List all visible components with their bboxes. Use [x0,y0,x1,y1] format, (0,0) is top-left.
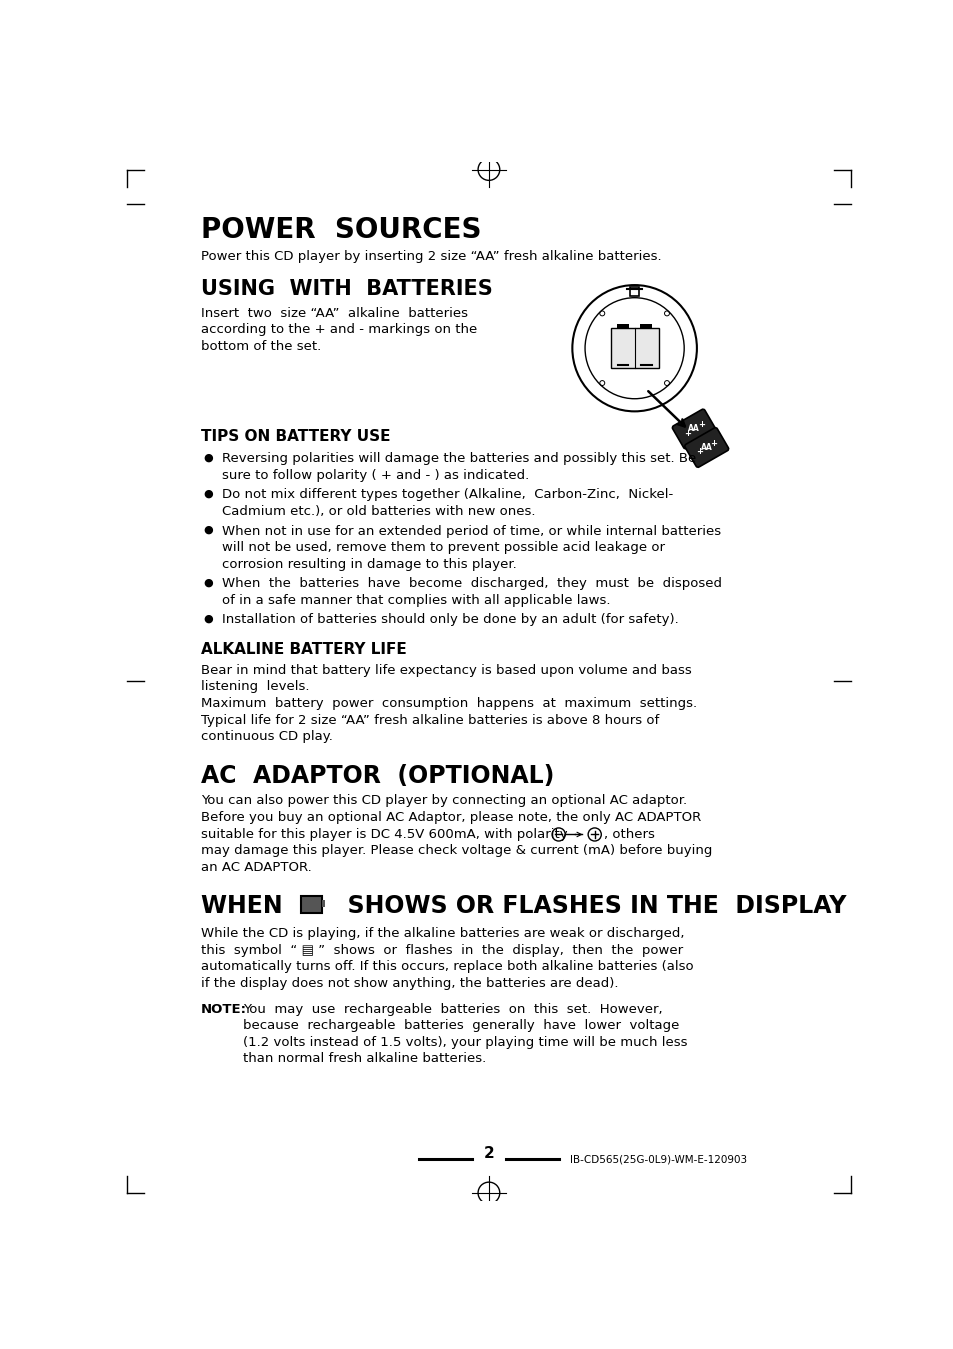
Text: When  the  batteries  have  become  discharged,  they  must  be  disposed: When the batteries have become discharge… [222,577,721,591]
Text: than normal fresh alkaline batteries.: than normal fresh alkaline batteries. [243,1052,486,1066]
Text: TIPS ON BATTERY USE: TIPS ON BATTERY USE [200,429,390,444]
Text: Typical life for 2 size “AA” fresh alkaline batteries is above 8 hours of: Typical life for 2 size “AA” fresh alkal… [200,714,659,727]
Text: of in a safe manner that complies with all applicable laws.: of in a safe manner that complies with a… [222,594,610,607]
Text: ALKALINE BATTERY LIFE: ALKALINE BATTERY LIFE [200,642,406,657]
Text: bottom of the set.: bottom of the set. [200,340,320,352]
Text: USING  WITH  BATTERIES: USING WITH BATTERIES [200,279,492,299]
Text: ●: ● [204,488,213,498]
Text: continuous CD play.: continuous CD play. [200,730,333,743]
Text: corrosion resulting in damage to this player.: corrosion resulting in damage to this pl… [222,557,517,571]
Text: an AC ADAPTOR.: an AC ADAPTOR. [200,861,311,874]
Text: Power this CD player by inserting 2 size “AA” fresh alkaline batteries.: Power this CD player by inserting 2 size… [200,250,660,263]
Text: suitable for this player is DC 4.5V 600mA, with polarity: suitable for this player is DC 4.5V 600m… [200,827,567,840]
FancyBboxPatch shape [610,328,658,368]
Text: Maximum  battery  power  consumption  happens  at  maximum  settings.: Maximum battery power consumption happen… [200,697,696,710]
Bar [629,287,639,297]
Text: , others: , others [603,828,654,840]
Text: may damage this player. Please check voltage & current (mA) before buying: may damage this player. Please check vol… [200,844,711,857]
Text: You can also power this CD player by connecting an optional AC adaptor.: You can also power this CD player by con… [200,795,686,808]
Bar [617,324,629,328]
FancyBboxPatch shape [684,428,728,467]
Text: this  symbol  “ ▤ ”  shows  or  flashes  in  the  display,  then  the  power: this symbol “ ▤ ” shows or flashes in th… [200,944,682,956]
Text: Cadmium etc.), or old batteries with new ones.: Cadmium etc.), or old batteries with new… [222,505,536,518]
Text: automatically turns off. If this occurs, replace both alkaline batteries (also: automatically turns off. If this occurs,… [200,960,693,974]
Text: Bear in mind that battery life expectancy is based upon volume and bass: Bear in mind that battery life expectanc… [200,664,691,677]
Text: ●: ● [204,452,213,463]
Text: AA: AA [700,442,712,452]
Text: according to the + and - markings on the: according to the + and - markings on the [200,324,477,336]
Text: because  rechargeable  batteries  generally  have  lower  voltage: because rechargeable batteries generally… [243,1020,679,1032]
Text: AA: AA [688,425,700,433]
Text: +: + [697,421,704,429]
Text: 2: 2 [483,1147,494,1161]
Text: Before you buy an optional AC Adaptor, please note, the only AC ADAPTOR: Before you buy an optional AC Adaptor, p… [200,811,700,824]
Text: +: + [709,438,717,448]
Bar [639,324,652,328]
Text: POWER  SOURCES: POWER SOURCES [200,216,480,244]
Text: Reversing polarities will damage the batteries and possibly this set. Be: Reversing polarities will damage the bat… [222,452,696,465]
Text: Do not mix different types together (Alkaline,  Carbon-Zinc,  Nickel-: Do not mix different types together (Alk… [222,488,673,502]
Text: SHOWS OR FLASHES IN THE  DISPLAY: SHOWS OR FLASHES IN THE DISPLAY [331,894,845,919]
Bar [321,900,325,908]
Text: (1.2 volts instead of 1.5 volts), your playing time will be much less: (1.2 volts instead of 1.5 volts), your p… [243,1036,687,1048]
Text: While the CD is playing, if the alkaline batteries are weak or discharged,: While the CD is playing, if the alkaline… [200,927,683,940]
Text: Installation of batteries should only be done by an adult (for safety).: Installation of batteries should only be… [222,614,679,626]
Text: WHEN: WHEN [200,894,298,919]
Text: AC  ADAPTOR  (OPTIONAL): AC ADAPTOR (OPTIONAL) [200,764,554,788]
Text: ●: ● [204,577,213,587]
Text: Insert  two  size “AA”  alkaline  batteries: Insert two size “AA” alkaline batteries [200,306,467,320]
Text: You  may  use  rechargeable  batteries  on  this  set.  However,: You may use rechargeable batteries on th… [243,1002,662,1016]
Text: When not in use for an extended period of time, or while internal batteries: When not in use for an extended period o… [222,525,720,537]
Text: IB-CD565(25G-0L9)-WM-E-120903: IB-CD565(25G-0L9)-WM-E-120903 [570,1155,746,1164]
Text: ●: ● [204,525,213,534]
Text: listening  levels.: listening levels. [200,680,309,693]
Text: NOTE:: NOTE: [200,1002,247,1016]
Text: ●: ● [204,614,213,623]
Text: +: + [683,429,690,437]
Text: +: + [696,447,702,456]
FancyBboxPatch shape [672,409,716,449]
FancyBboxPatch shape [300,897,322,913]
Text: sure to follow polarity ( + and - ) as indicated.: sure to follow polarity ( + and - ) as i… [222,468,529,482]
Text: if the display does not show anything, the batteries are dead).: if the display does not show anything, t… [200,977,618,990]
Text: will not be used, remove them to prevent possible acid leakage or: will not be used, remove them to prevent… [222,541,664,554]
